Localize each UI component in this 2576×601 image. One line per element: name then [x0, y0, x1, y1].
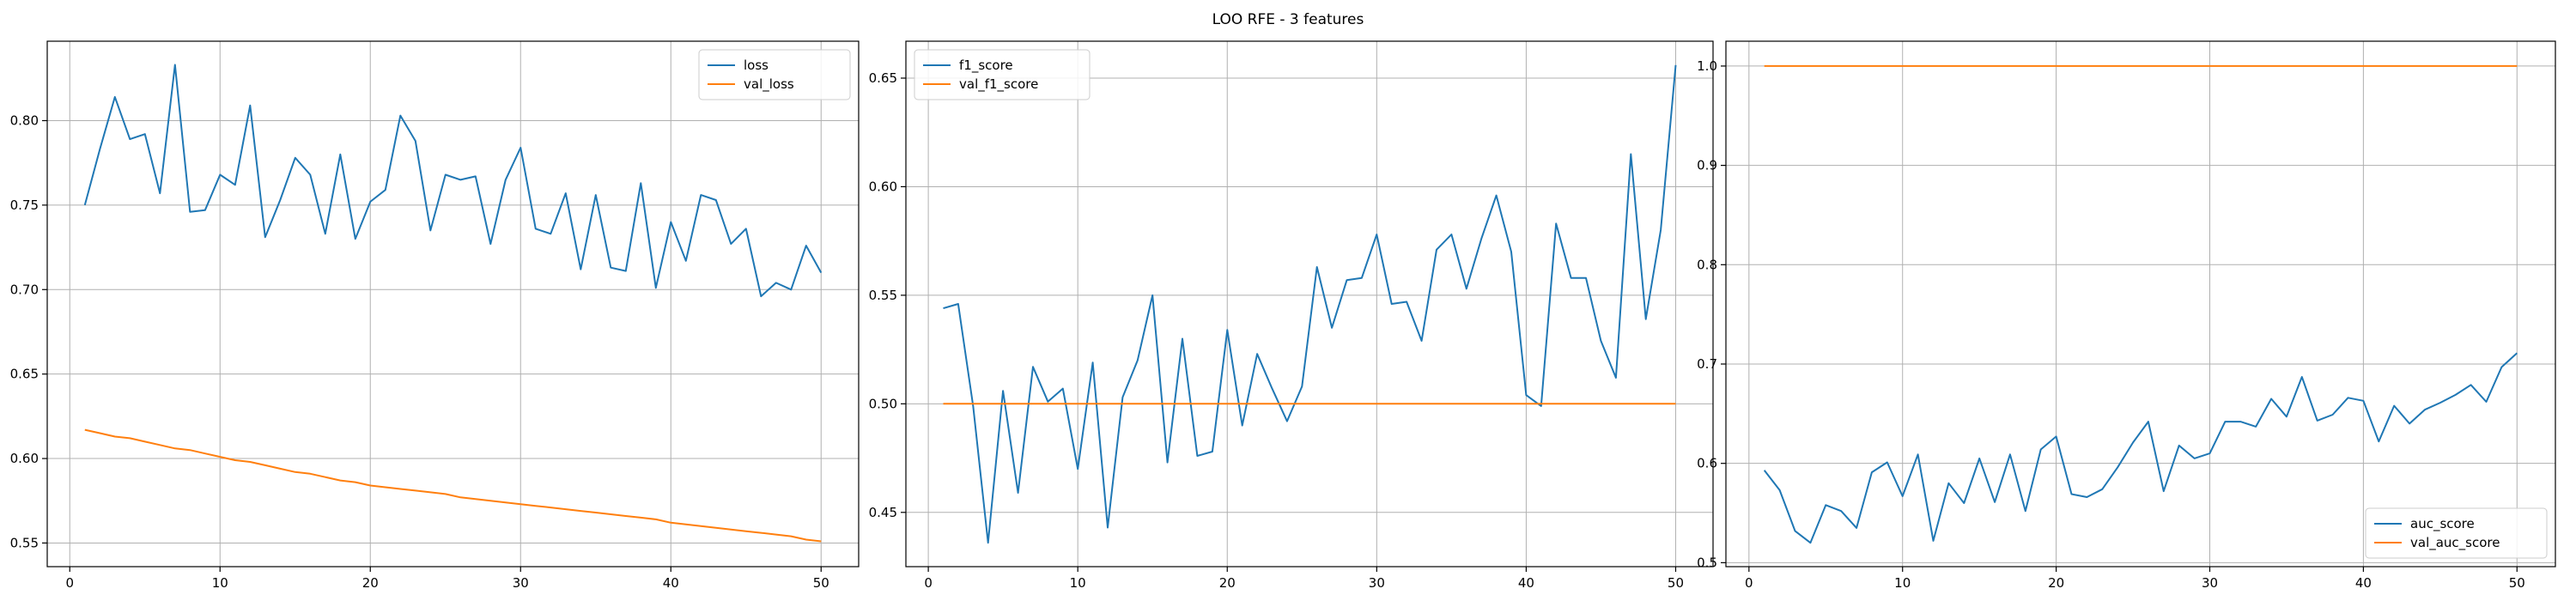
axes-frame: [1725, 40, 2556, 568]
subplots: 0 10 20 30 40 500.550.600.650.700.750.80lossv…: [10, 40, 2556, 591]
y-tick-label: 0.55: [10, 535, 39, 550]
x-tick-label: 10: [212, 575, 228, 591]
x-tick-label: 10: [1894, 575, 1911, 591]
legend-label: loss: [744, 58, 769, 73]
y-tick-label: 0.75: [10, 197, 39, 213]
axes-frame: [46, 40, 860, 568]
legend-frame: [914, 49, 1091, 100]
legend: f1_score val_f1_score: [914, 49, 1091, 100]
y-tick-label: 0.60: [869, 179, 897, 194]
y-tick-label: 0.65: [10, 367, 39, 382]
y-tick-label: 0.9: [1697, 158, 1717, 173]
x-tick-label: 0: [924, 575, 933, 591]
x-tick-label: 30: [1369, 575, 1385, 591]
figure-title: LOO RFE - 3 features: [1212, 11, 1364, 28]
x-tick-label: 20: [362, 575, 379, 591]
legend-label: val_auc_score: [2410, 535, 2500, 551]
axes-frame: [905, 40, 1714, 568]
y-tick-label: 0.60: [10, 451, 39, 466]
y-tick-label: 0.55: [869, 288, 897, 303]
y-tick-label: 0.45: [869, 505, 897, 520]
subplot-3: 0 10 20 30 40 50 0.5 0.6 0.7 0.8 0.9 1.0 auc_scoreva…: [1697, 40, 2556, 591]
x-tick-label: 50: [813, 575, 829, 591]
x-tick-label: 40: [1518, 575, 1534, 591]
series-line-f1_score: [943, 64, 1677, 544]
legend-frame: [698, 49, 851, 100]
x-tick-label: 50: [1668, 575, 1684, 591]
legend: auc_score val_auc_score: [2365, 507, 2548, 559]
x-tick-label: 30: [2202, 575, 2218, 591]
legend-label: auc_score: [2410, 516, 2475, 532]
subplot-1: 0 10 20 30 40 50 0.55 0.60 0.65 0.70 0.75 0.80 loss v…: [10, 40, 860, 591]
y-tick-label: 0.50: [869, 396, 897, 411]
x-tick-label: 10: [1070, 575, 1086, 591]
legend: loss val_loss: [698, 49, 851, 100]
legend-label: val_f1_score: [959, 76, 1038, 93]
subplot-2: 0 10 20 30 40 50 0.45 0.50 0.55 0.60 0.65 f1_scorev…: [869, 40, 1714, 591]
x-tick-label: 0: [1745, 575, 1753, 591]
x-tick-label: 40: [663, 575, 679, 591]
x-tick-label: 50: [2509, 575, 2525, 591]
y-tick-label: 0.80: [10, 112, 39, 128]
series-line-auc_score: [1763, 352, 2518, 544]
legend-frame: [2365, 507, 2548, 559]
y-tick-label: 1.0: [1697, 58, 1717, 74]
y-tick-label: 0.6: [1697, 456, 1717, 471]
series-line-val_loss: [84, 428, 822, 543]
legend-label: f1_score: [959, 58, 1013, 74]
legend-label: val_loss: [744, 76, 794, 93]
y-tick-label: 0.70: [10, 282, 39, 297]
y-tick-label: 0.65: [869, 70, 897, 86]
y-tick-label: 0.5: [1697, 555, 1717, 570]
series-line-loss: [83, 64, 823, 298]
y-tick-label: 0.7: [1697, 356, 1717, 372]
x-tick-label: 20: [2048, 575, 2064, 591]
y-tick-label: 0.8: [1697, 257, 1717, 272]
x-tick-label: 0: [65, 575, 74, 591]
x-tick-label: 40: [2355, 575, 2372, 591]
x-tick-label: 30: [513, 575, 529, 591]
x-tick-label: 20: [1219, 575, 1236, 591]
